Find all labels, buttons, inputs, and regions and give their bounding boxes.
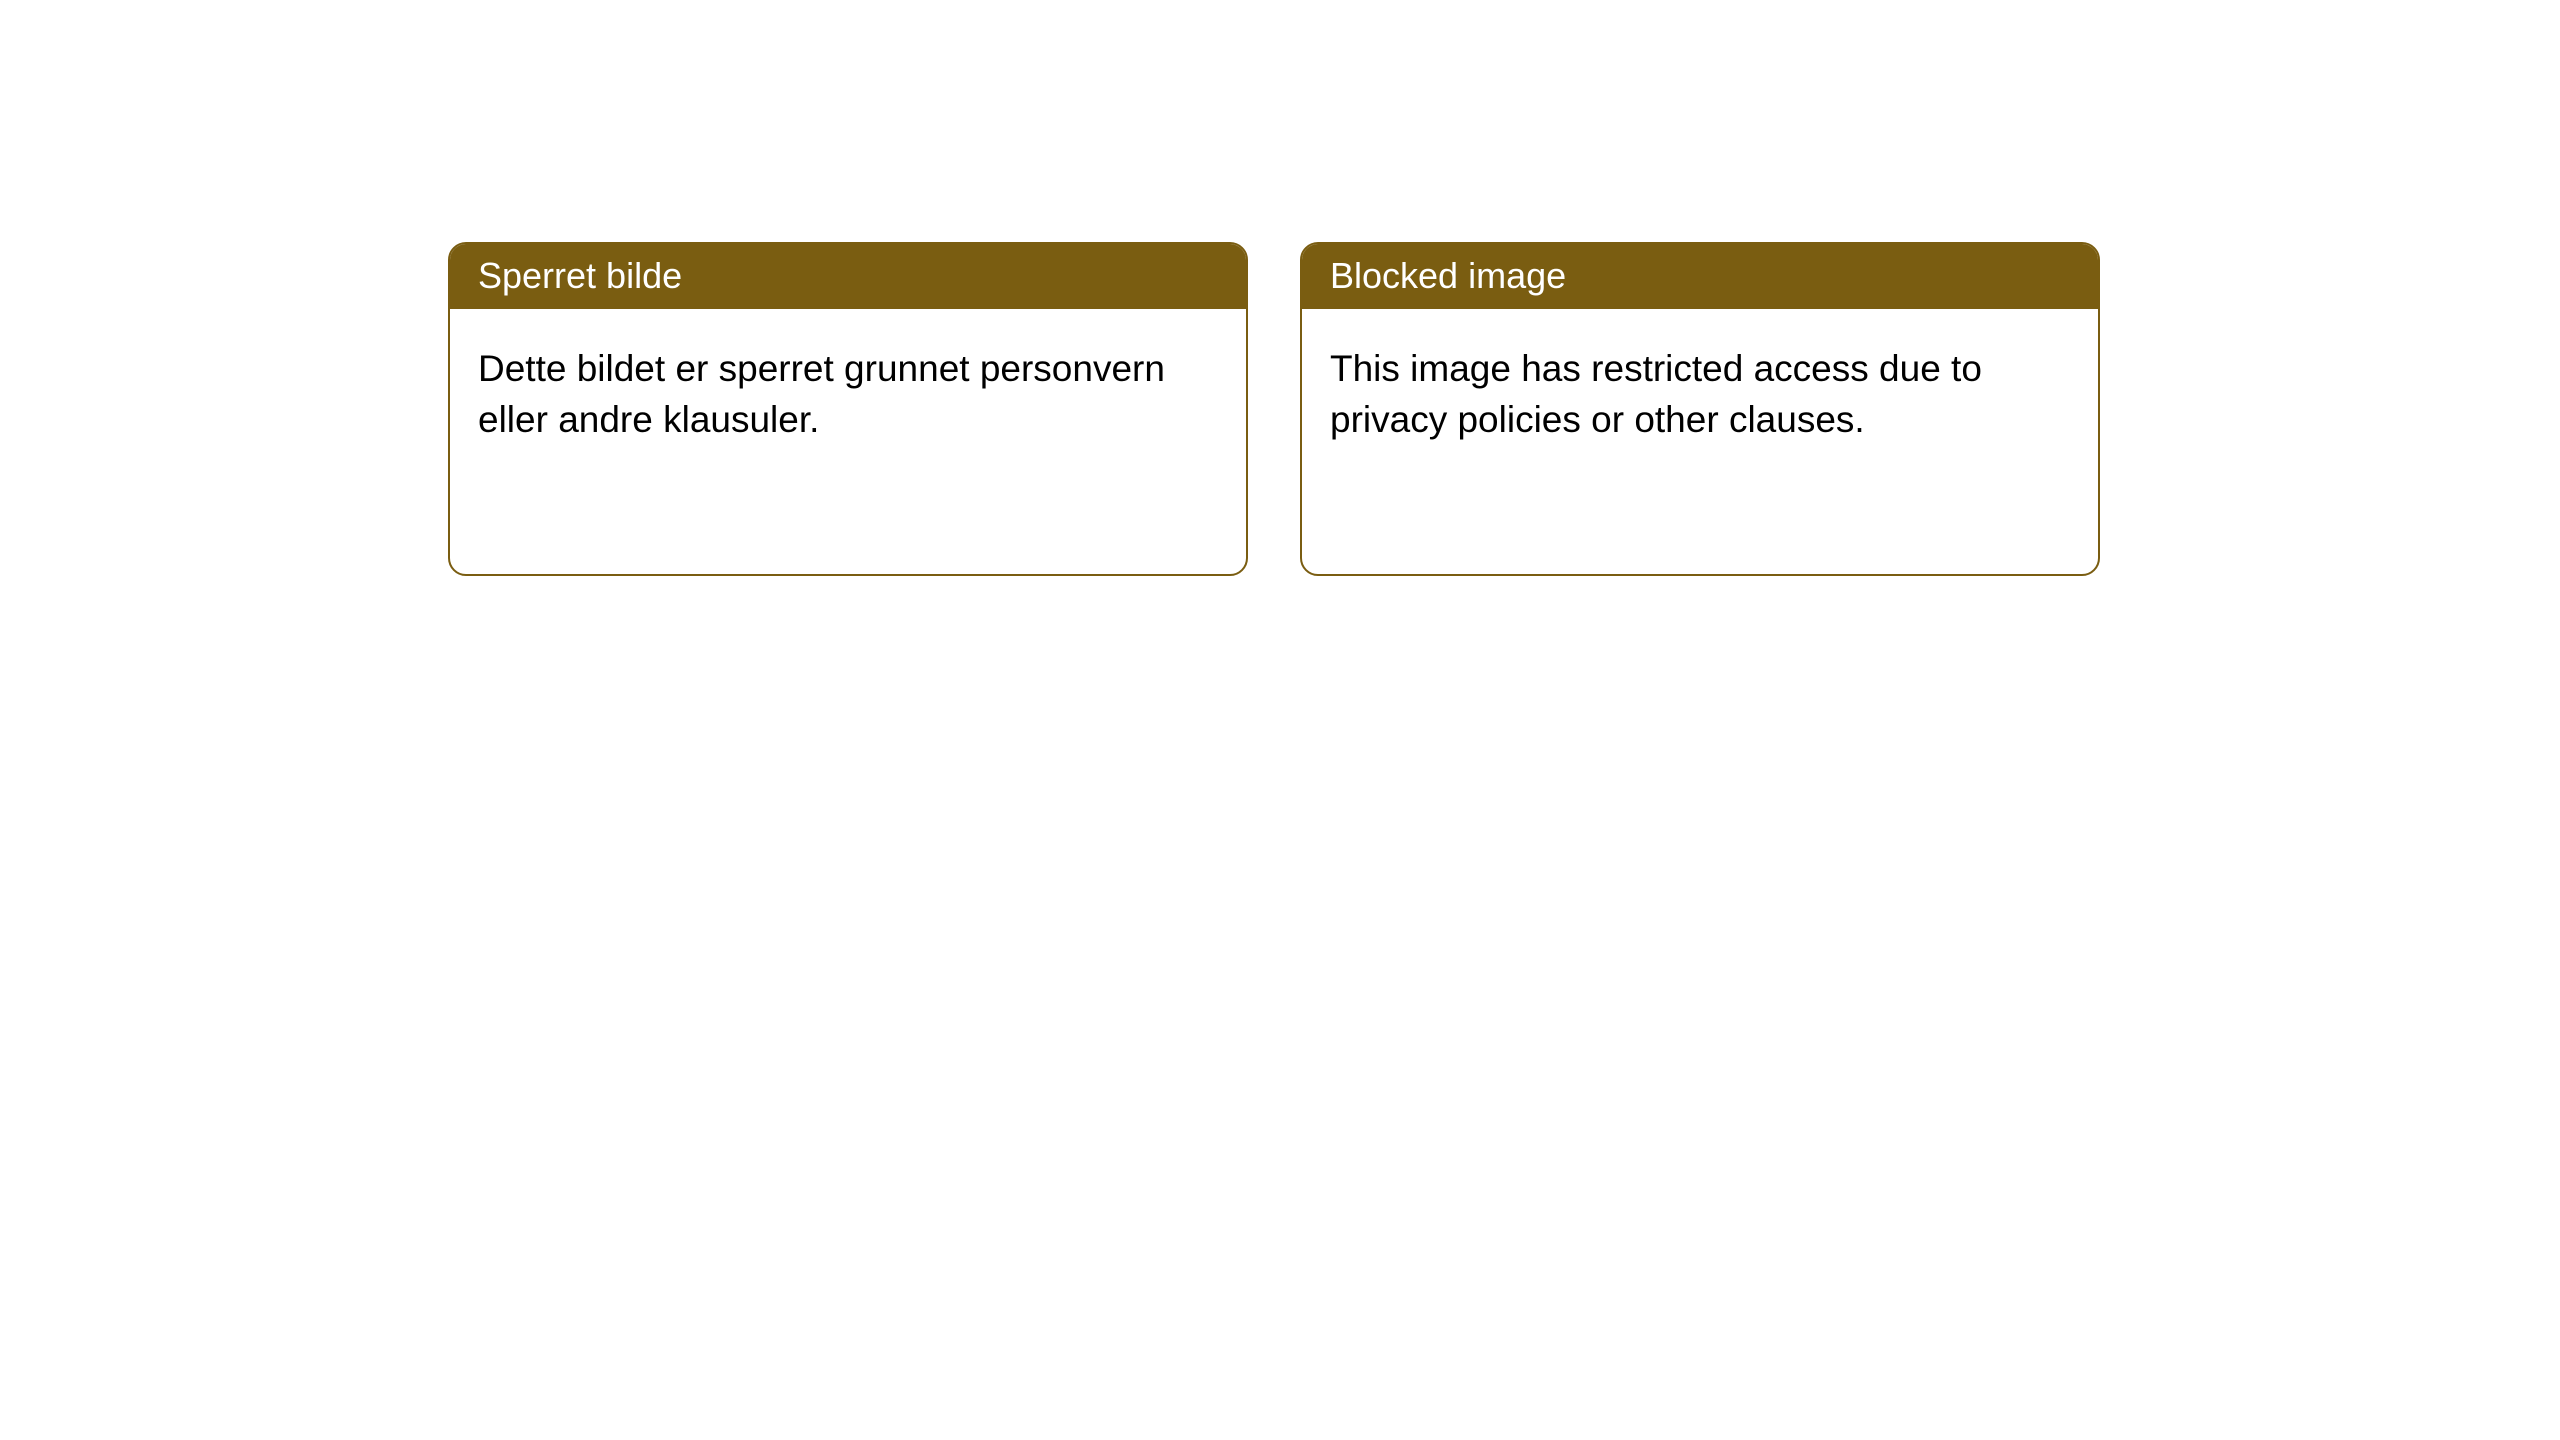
card-body: This image has restricted access due to … xyxy=(1302,309,2098,574)
notice-cards-container: Sperret bilde Dette bildet er sperret gr… xyxy=(448,242,2100,576)
notice-card-norwegian: Sperret bilde Dette bildet er sperret gr… xyxy=(448,242,1248,576)
notice-card-english: Blocked image This image has restricted … xyxy=(1300,242,2100,576)
card-header: Blocked image xyxy=(1302,244,2098,309)
card-body: Dette bildet er sperret grunnet personve… xyxy=(450,309,1246,574)
card-header: Sperret bilde xyxy=(450,244,1246,309)
